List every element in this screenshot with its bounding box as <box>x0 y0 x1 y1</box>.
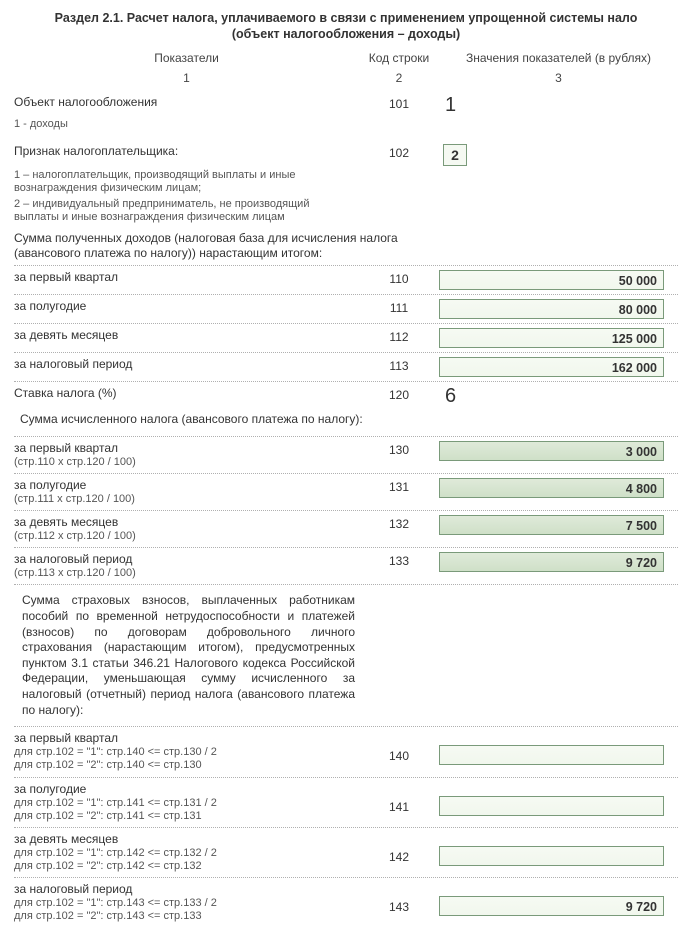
sub-102-2: 2 – индивидуальный предприниматель, не п… <box>14 198 359 224</box>
code-111: 111 <box>359 299 439 315</box>
sub-132: (стр.112 х стр.120 / 100) <box>14 530 353 543</box>
row-142: за девять месяцев для стр.102 = "1": стр… <box>14 832 678 873</box>
code-142: 142 <box>359 832 439 864</box>
code-133: 133 <box>359 552 439 568</box>
code-131: 131 <box>359 478 439 494</box>
column-headers: Показатели Код строки Значения показател… <box>14 51 678 65</box>
row-143: за налоговый период для стр.102 = "1": с… <box>14 882 678 923</box>
code-130: 130 <box>359 441 439 457</box>
value-102-wrap: 2 <box>439 144 678 166</box>
label-132: за девять месяцев <box>14 515 353 530</box>
row-101: Объект налогообложения 101 1 <box>14 95 678 115</box>
row-131: за полугодие (стр.111 х стр.120 / 100) 1… <box>14 478 678 506</box>
sub-140-2: для стр.102 = "2": стр.140 <= стр.130 <box>14 759 353 772</box>
code-140: 140 <box>359 731 439 763</box>
sub-141-2: для стр.102 = "2": стр.141 <= стр.131 <box>14 810 353 823</box>
sub-101: 1 - доходы <box>14 118 359 131</box>
label-113: за налоговый период <box>14 357 359 372</box>
tax-header: Сумма исчисленного налога (авансового пл… <box>14 412 444 427</box>
label-133: за налоговый период <box>14 552 353 567</box>
row-133: за налоговый период (стр.113 х стр.120 /… <box>14 552 678 580</box>
label-102: Признак налогоплательщика: <box>14 144 359 159</box>
code-132: 132 <box>359 515 439 531</box>
label-111: за полугодие <box>14 299 359 314</box>
value-142[interactable] <box>439 846 664 866</box>
sub-133: (стр.113 х стр.120 / 100) <box>14 567 353 580</box>
row-120: Ставка налога (%) 120 6 <box>14 386 678 406</box>
row-113: за налоговый период 113 162 000 <box>14 357 678 377</box>
value-140[interactable] <box>439 745 664 765</box>
header-col1: Показатели <box>14 51 359 65</box>
code-101: 101 <box>359 95 439 111</box>
code-141: 141 <box>359 782 439 814</box>
document-page: Раздел 2.1. Расчет налога, уплачиваемого… <box>0 0 690 945</box>
title-line-1: Раздел 2.1. Расчет налога, уплачиваемого… <box>55 11 638 25</box>
value-113[interactable]: 162 000 <box>439 357 664 377</box>
label-140: за первый квартал <box>14 731 353 746</box>
label-143: за налоговый период <box>14 882 353 897</box>
sub-102-1: 1 – налогоплательщик, производящий выпла… <box>14 169 359 195</box>
header-col2: Код строки <box>359 51 439 65</box>
code-102: 102 <box>359 144 439 160</box>
colnum-1: 1 <box>14 71 359 85</box>
income-header: Сумма полученных доходов (налоговая база… <box>14 231 444 261</box>
colnum-2: 2 <box>359 71 439 85</box>
sub-140-1: для стр.102 = "1": стр.140 <= стр.130 / … <box>14 746 353 759</box>
sub-130: (стр.110 х стр.120 / 100) <box>14 456 353 469</box>
sub-131: (стр.111 х стр.120 / 100) <box>14 493 353 506</box>
value-141[interactable] <box>439 796 664 816</box>
value-110[interactable]: 50 000 <box>439 270 664 290</box>
label-130: за первый квартал <box>14 441 353 456</box>
label-131: за полугодие <box>14 478 353 493</box>
row-140: за первый квартал для стр.102 = "1": стр… <box>14 731 678 772</box>
value-130: 3 000 <box>439 441 664 461</box>
sub-142-1: для стр.102 = "1": стр.142 <= стр.132 / … <box>14 847 353 860</box>
code-143: 143 <box>359 882 439 914</box>
row-102: Признак налогоплательщика: 102 2 <box>14 144 678 166</box>
row-130: за первый квартал (стр.110 х стр.120 / 1… <box>14 441 678 469</box>
label-142: за девять месяцев <box>14 832 353 847</box>
label-112: за девять месяцев <box>14 328 359 343</box>
code-110: 110 <box>359 270 439 286</box>
value-133: 9 720 <box>439 552 664 572</box>
sub-143-2: для стр.102 = "2": стр.143 <= стр.133 <box>14 910 353 923</box>
colnum-3: 3 <box>439 71 678 85</box>
label-141: за полугодие <box>14 782 353 797</box>
value-102-box[interactable]: 2 <box>443 144 467 166</box>
row-141: за полугодие для стр.102 = "1": стр.141 … <box>14 782 678 823</box>
code-113: 113 <box>359 357 439 373</box>
label-110: за первый квартал <box>14 270 359 285</box>
section-title: Раздел 2.1. Расчет налога, уплачиваемого… <box>14 10 678 43</box>
value-131: 4 800 <box>439 478 664 498</box>
row-110: за первый квартал 110 50 000 <box>14 270 678 290</box>
title-line-2: (объект налогообложения – доходы) <box>232 27 460 41</box>
code-112: 112 <box>359 328 439 344</box>
value-120: 6 <box>439 386 678 406</box>
column-numbers: 1 2 3 <box>14 71 678 85</box>
code-120: 120 <box>359 386 439 402</box>
row-111: за полугодие 111 80 000 <box>14 299 678 319</box>
value-143[interactable]: 9 720 <box>439 896 664 916</box>
label-101: Объект налогообложения <box>14 95 359 110</box>
value-112[interactable]: 125 000 <box>439 328 664 348</box>
value-132: 7 500 <box>439 515 664 535</box>
value-101: 1 <box>439 95 678 115</box>
insurance-block-text: Сумма страховых взносов, выплаченных раб… <box>14 589 359 722</box>
sub-143-1: для стр.102 = "1": стр.143 <= стр.133 / … <box>14 897 353 910</box>
header-col3: Значения показателей (в рублях) <box>439 51 678 65</box>
label-120: Ставка налога (%) <box>14 386 359 401</box>
value-111[interactable]: 80 000 <box>439 299 664 319</box>
sub-142-2: для стр.102 = "2": стр.142 <= стр.132 <box>14 860 353 873</box>
row-132: за девять месяцев (стр.112 х стр.120 / 1… <box>14 515 678 543</box>
row-112: за девять месяцев 112 125 000 <box>14 328 678 348</box>
sub-141-1: для стр.102 = "1": стр.141 <= стр.131 / … <box>14 797 353 810</box>
